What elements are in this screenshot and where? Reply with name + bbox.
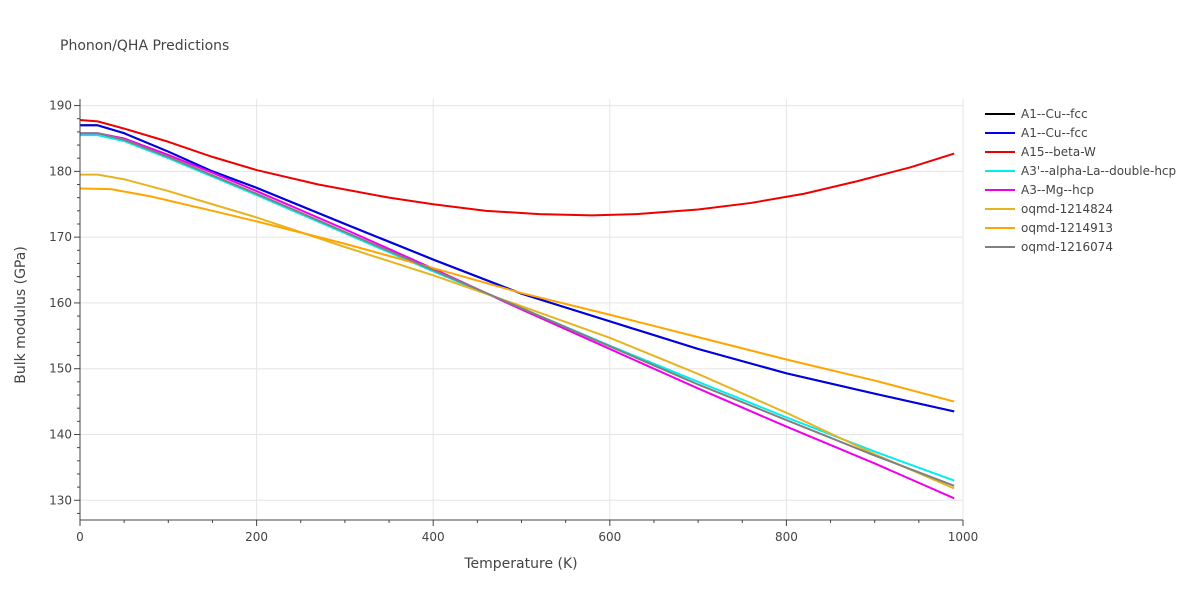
y-tick-label: 140 — [49, 427, 72, 441]
legend-label: A3--Mg--hcp — [1021, 183, 1094, 197]
series-line-3 — [80, 134, 955, 482]
y-tick-label: 160 — [49, 296, 72, 310]
legend-label: oqmd-1214824 — [1021, 202, 1113, 216]
y-tick-label: 180 — [49, 164, 72, 178]
series-line-7 — [80, 132, 955, 487]
x-tick-label: 200 — [245, 530, 268, 544]
y-tick-label: 130 — [49, 493, 72, 507]
chart-title: Phonon/QHA Predictions — [60, 38, 229, 54]
legend-item[interactable]: A1--Cu--fcc — [985, 126, 1088, 140]
x-tick-label: 600 — [598, 530, 621, 544]
x-tick-label: 800 — [775, 530, 798, 544]
x-tick-labels: 0 200 400 600 800 1000 — [76, 530, 978, 544]
legend-item[interactable]: A15--beta-W — [985, 145, 1096, 159]
legend-label: A15--beta-W — [1021, 145, 1096, 159]
y-tick-label: 150 — [49, 362, 72, 376]
legend-label: oqmd-1214913 — [1021, 221, 1113, 235]
legend-item[interactable]: oqmd-1214824 — [985, 202, 1113, 216]
series-line-1 — [80, 124, 955, 413]
axes — [74, 99, 964, 526]
x-axis-title: Temperature (K) — [463, 556, 577, 572]
series-line-2 — [79, 119, 955, 217]
legend-label: A1--Cu--fcc — [1021, 107, 1088, 121]
legend: A1--Cu--fcc A1--Cu--fcc A15--beta-W A3'--al… — [985, 107, 1176, 254]
x-tick-label: 0 — [76, 530, 84, 544]
legend-label: oqmd-1216074 — [1021, 240, 1113, 254]
x-tick-label: 1000 — [948, 530, 979, 544]
y-tick-label: 170 — [49, 230, 72, 244]
plot-lines — [79, 119, 955, 500]
legend-item[interactable]: oqmd-1214913 — [985, 221, 1113, 235]
series-line-4 — [80, 132, 955, 500]
grid — [80, 99, 964, 520]
y-tick-labels: 130 140 150 160 170 180 190 — [49, 99, 72, 508]
x-tick-label: 400 — [422, 530, 445, 544]
legend-item[interactable]: A3'--alpha-La--double-hcp — [985, 164, 1176, 178]
y-tick-label: 190 — [49, 99, 72, 113]
legend-label: A1--Cu--fcc — [1021, 126, 1088, 140]
legend-item[interactable]: A1--Cu--fcc — [985, 107, 1088, 121]
series-line-6 — [79, 187, 955, 403]
legend-item[interactable]: oqmd-1216074 — [985, 240, 1113, 254]
legend-label: A3'--alpha-La--double-hcp — [1021, 164, 1176, 178]
y-axis-title: Bulk modulus (GPa) — [13, 246, 29, 384]
series-line-5 — [80, 173, 955, 490]
legend-item[interactable]: A3--Mg--hcp — [985, 183, 1094, 197]
